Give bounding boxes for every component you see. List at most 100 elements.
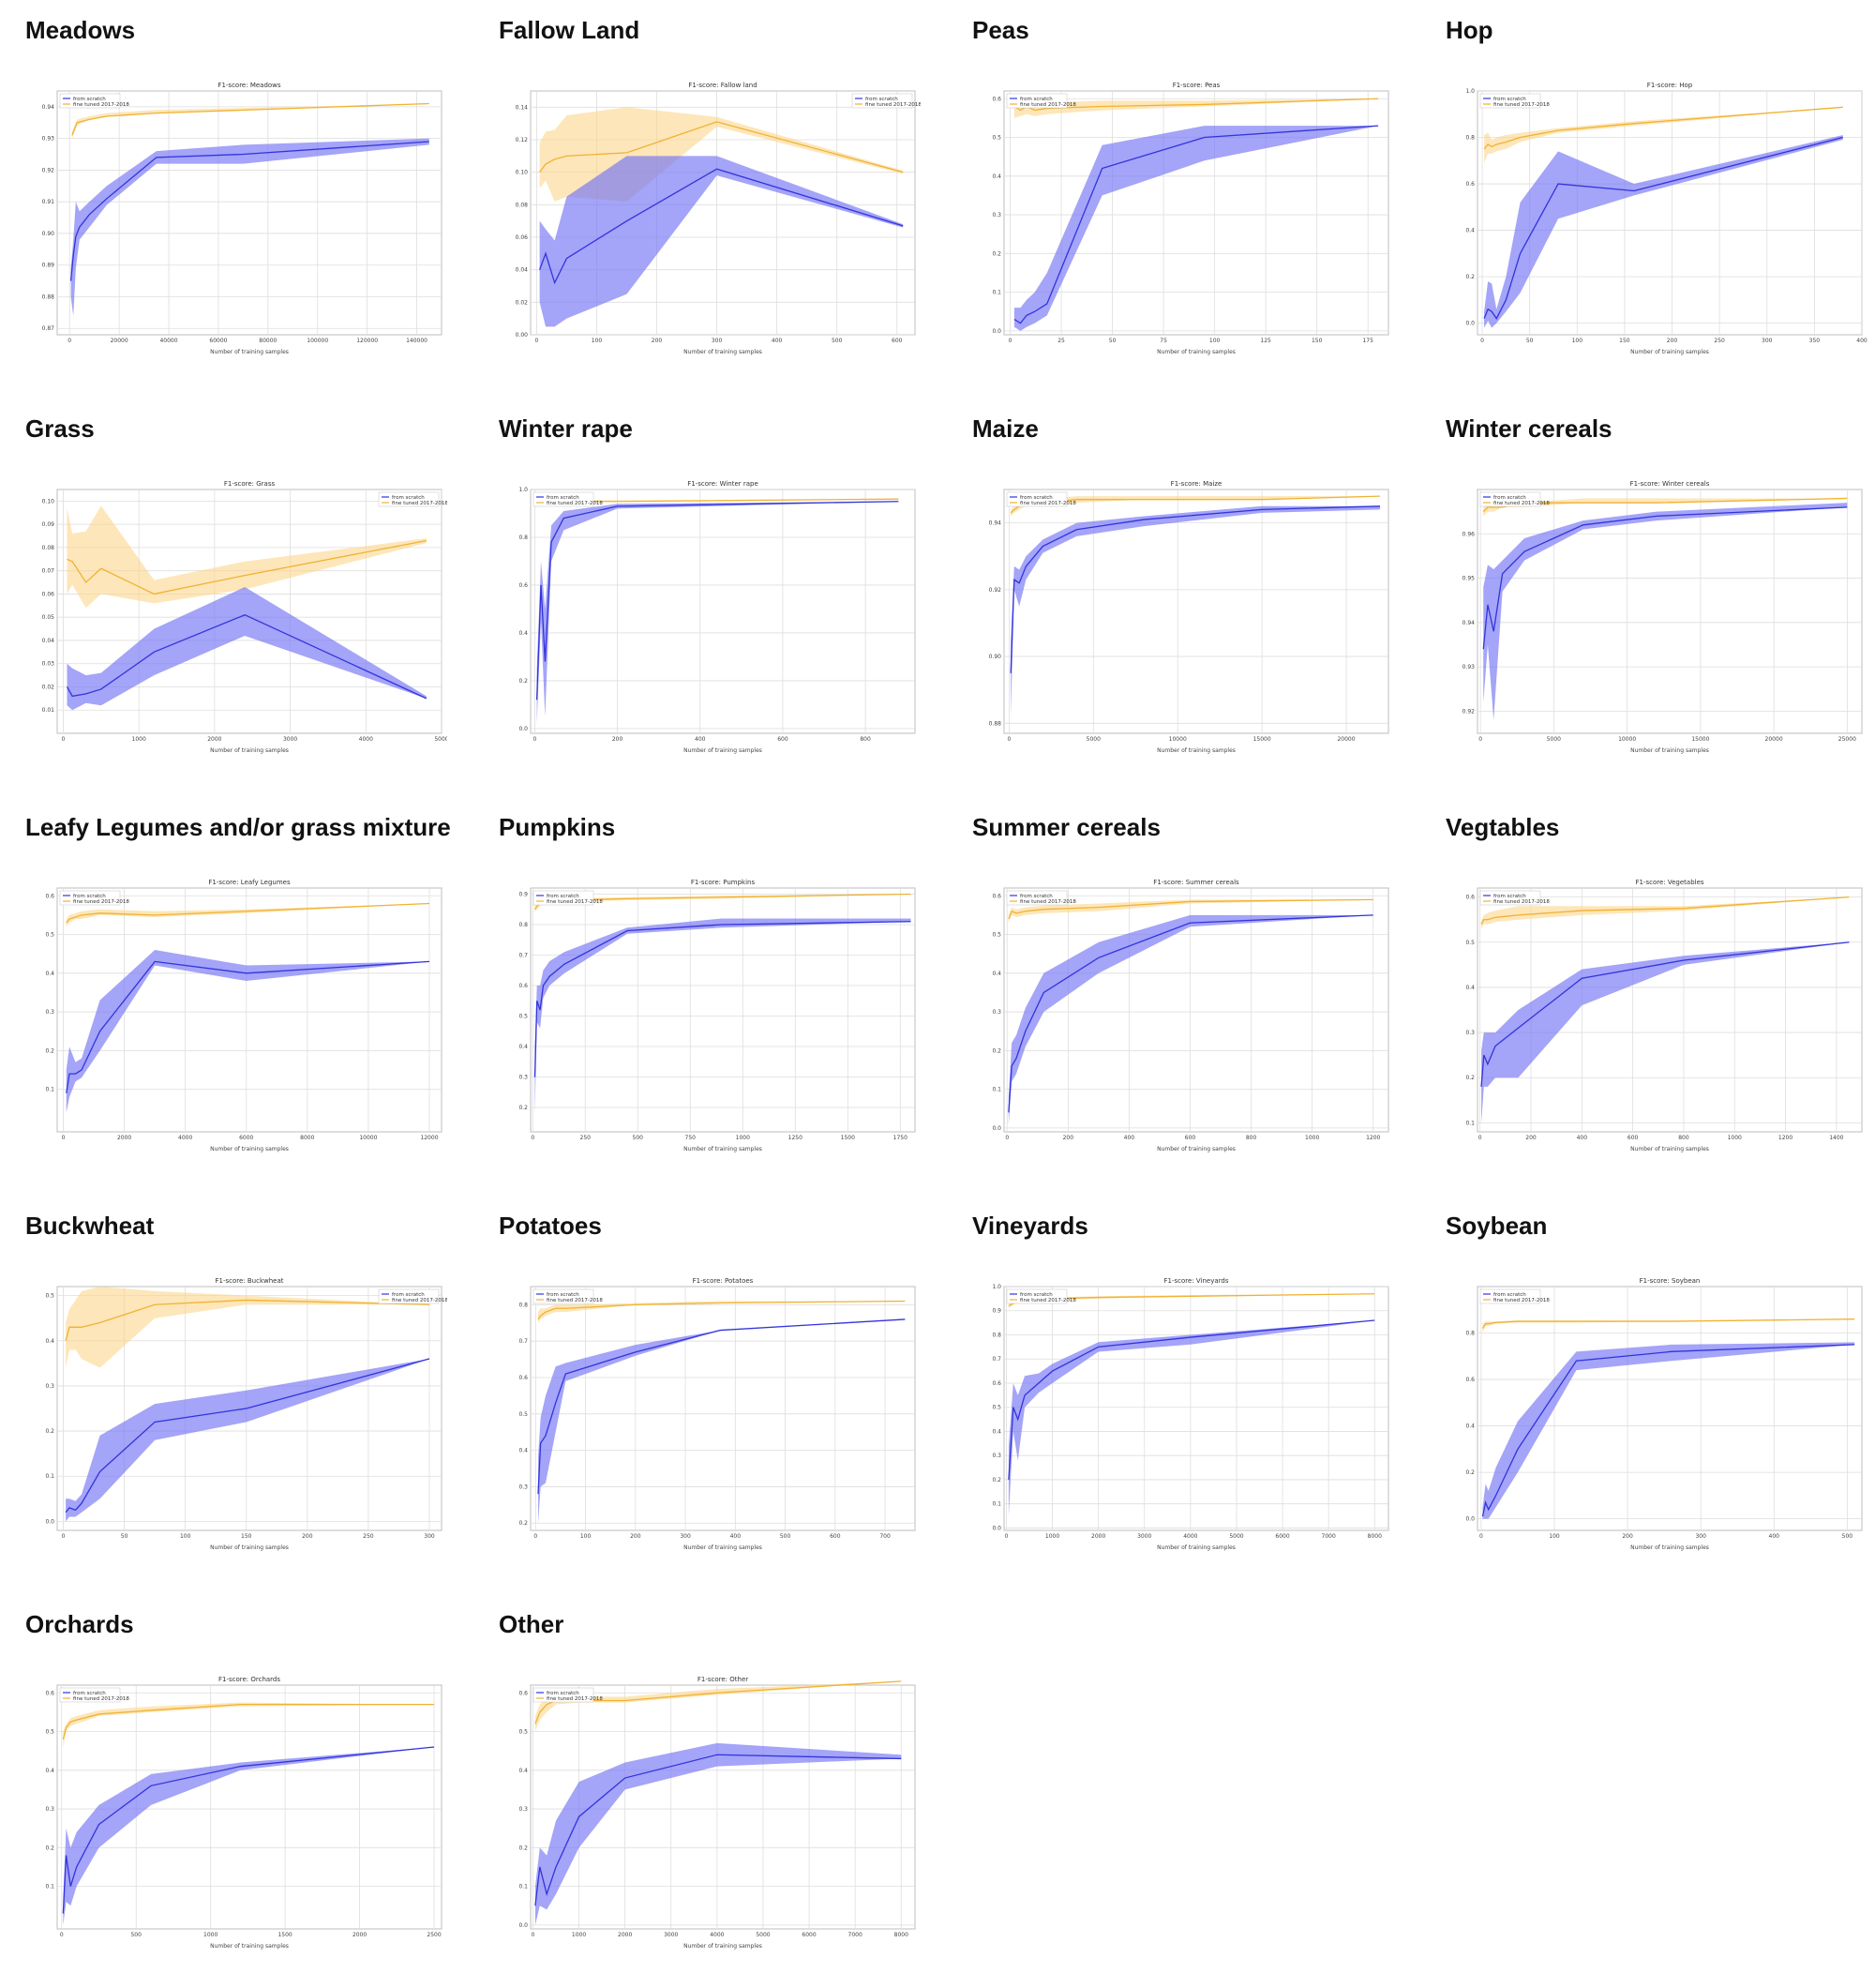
scratch-series-line [69,141,429,281]
y-tick-label: 0.1 [45,1087,54,1093]
legend-label-fine: fine tuned 2017-2018 [1493,501,1550,506]
scratch-series-line [66,614,428,700]
chart-title: F1-score: Meadows [218,82,280,89]
y-tick-label: 0.8 [518,922,528,928]
legend-label-scratch: from scratch [392,495,425,501]
chart-panel: Maize 0 5000 10000 15000 20000 0.88 0.90 0.92 0.9… [952,403,1411,792]
scratch-confidence-band [1484,135,1843,328]
legend-box [1479,890,1541,906]
y-tick-label: 0.0 [45,1518,54,1525]
x-tick-label: 200 [1525,1135,1537,1141]
chart-title: F1-score: Winter cereals [1630,480,1710,488]
x-axis-label: Number of training samples [1630,349,1709,355]
x-tick-label: 200 [1063,1135,1074,1141]
y-tick-label: 0.5 [992,1405,1001,1411]
y-tick-label: 0.08 [42,545,55,551]
f1-chart: 0 50 100 150 200 250 300 350 400 0.0 0.2 0.4 0.6 0.8 1… [1465,82,1867,355]
legend-label-scratch: from scratch [73,1691,106,1696]
x-tick-label: 400 [1769,1533,1780,1540]
chart-title: F1-score: Maize [1171,480,1222,488]
legend-label-scratch: from scratch [1020,495,1053,501]
y-tick-label: 0.6 [45,893,54,899]
chart-panel: Soybean 0 100 200 300 400 500 0.0 0.2 0.4 0.6 0.8 F1… [1425,1200,1875,1589]
x-tick-label: 20000 [111,338,128,344]
y-tick-label: 0.10 [516,170,529,176]
y-tick-label: 0.4 [45,1338,54,1345]
y-tick-label: 0.2 [518,1105,528,1111]
fine-confidence-band [1008,899,1373,924]
y-tick-label: 0.2 [1465,274,1475,280]
y-tick-label: 0.9 [518,892,528,898]
x-tick-label: 500 [633,1135,644,1141]
f1-chart: 0 5000 10000 15000 20000 25000 0.92 0.93 0.94 0.9… [1462,480,1863,754]
y-tick-label: 0.4 [992,971,1001,977]
y-tick-label: 0.4 [518,1768,528,1774]
y-tick-label: 0.3 [45,1009,54,1016]
x-tick-label: 6000 [802,1932,816,1938]
y-tick-label: 0.5 [992,932,1001,939]
fine-series-line [67,539,427,595]
y-tick-label: 0.3 [518,1075,528,1081]
fine-series-line [1008,898,1373,920]
x-tick-label: 600 [1185,1135,1196,1141]
grid-lines [1478,888,1862,1132]
legend-label-fine: fine tuned 2017-2018 [1493,1298,1550,1303]
y-tick-label: 0.4 [45,971,54,977]
chart-panel: Winter cereals 0 5000 10000 15000 20000 25000 0… [1425,403,1875,792]
chart-title: F1-score: Vegetables [1635,879,1703,886]
f1-chart: 0 200 400 600 800 0.0 0.2 0.4 0.6 0.8 1.0 F1-score:… [518,480,916,754]
legend-label-fine: fine tuned 2017-2018 [73,1696,129,1702]
y-tick-label: 0.88 [989,720,1002,727]
y-tick-label: 0.6 [518,1690,528,1696]
x-tick-label: 0 [1005,1533,1009,1540]
x-tick-label: 600 [892,338,903,344]
y-tick-label: 0.91 [42,199,55,205]
fine-confidence-band [66,1287,429,1368]
y-tick-label: 0.3 [518,1806,528,1813]
x-tick-label: 0 [533,1533,537,1540]
x-tick-label: 125 [1260,338,1271,344]
y-tick-label: 0.2 [992,250,1001,257]
y-tick-label: 0.06 [42,591,55,597]
x-tick-label: 100 [1209,338,1221,344]
chart-panel: Summer cereals 0 200 400 600 800 1000 1200 0.0 0.… [952,802,1411,1191]
f1-chart: 0 5000 10000 15000 20000 0.88 0.90 0.92 0.94 F1-s… [989,480,1389,754]
y-tick-label: 0.90 [42,231,55,237]
legend-label-scratch: from scratch [73,894,106,899]
legend-label-scratch: from scratch [1020,894,1053,899]
chart-panel: Other 0 1000 2000 3000 4000 5000 6000 7000 8000 0.… [478,1599,938,1988]
x-tick-label: 1400 [1829,1135,1843,1141]
x-tick-label: 75 [1160,338,1167,344]
y-tick-label: 0.6 [518,983,528,989]
x-tick-label: 100 [592,338,603,344]
legend-label-fine: fine tuned 2017-2018 [1493,899,1550,905]
legend-label-fine: fine tuned 2017-2018 [1020,501,1076,506]
x-tick-label: 50 [1109,338,1117,344]
y-tick-label: 0.1 [992,1501,1001,1508]
y-tick-label: 0.04 [42,638,55,644]
x-tick-label: 1500 [841,1135,855,1141]
plot-area [1003,489,1389,734]
x-tick-label: 400 [772,338,783,344]
scratch-series-line [1482,506,1848,650]
y-tick-label: 0.1 [45,1473,54,1480]
x-tick-label: 20000 [1765,736,1783,743]
x-tick-label: 300 [1762,338,1773,344]
y-tick-label: 0.0 [992,1125,1001,1132]
chart-title: F1-score: Pumpkins [691,879,756,886]
crop-title: Vegtables [1446,813,1560,841]
y-tick-label: 0.1 [1465,1120,1475,1126]
grid-lines [1478,90,1863,335]
x-tick-label: 600 [830,1533,841,1540]
y-tick-label: 0.00 [516,332,529,339]
x-tick-label: 1000 [1045,1533,1059,1540]
y-tick-label: 0.94 [1462,620,1476,626]
x-tick-label: 0 [1480,338,1484,344]
